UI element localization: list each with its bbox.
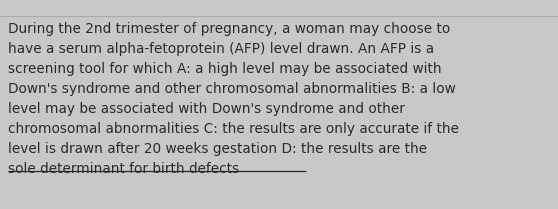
Text: chromosomal abnormalities C: the results are only accurate if the: chromosomal abnormalities C: the results… — [8, 122, 459, 136]
Text: have a serum alpha-fetoprotein (AFP) level drawn. An AFP is a: have a serum alpha-fetoprotein (AFP) lev… — [8, 42, 434, 56]
Text: Down's syndrome and other chromosomal abnormalities B: a low: Down's syndrome and other chromosomal ab… — [8, 82, 456, 96]
Text: level may be associated with Down's syndrome and other: level may be associated with Down's synd… — [8, 102, 405, 116]
Text: sole determinant for birth defects: sole determinant for birth defects — [8, 162, 239, 176]
Text: screening tool for which A: a high level may be associated with: screening tool for which A: a high level… — [8, 62, 441, 76]
Text: During the 2nd trimester of pregnancy, a woman may choose to: During the 2nd trimester of pregnancy, a… — [8, 22, 450, 36]
Text: level is drawn after 20 weeks gestation D: the results are the: level is drawn after 20 weeks gestation … — [8, 142, 427, 156]
